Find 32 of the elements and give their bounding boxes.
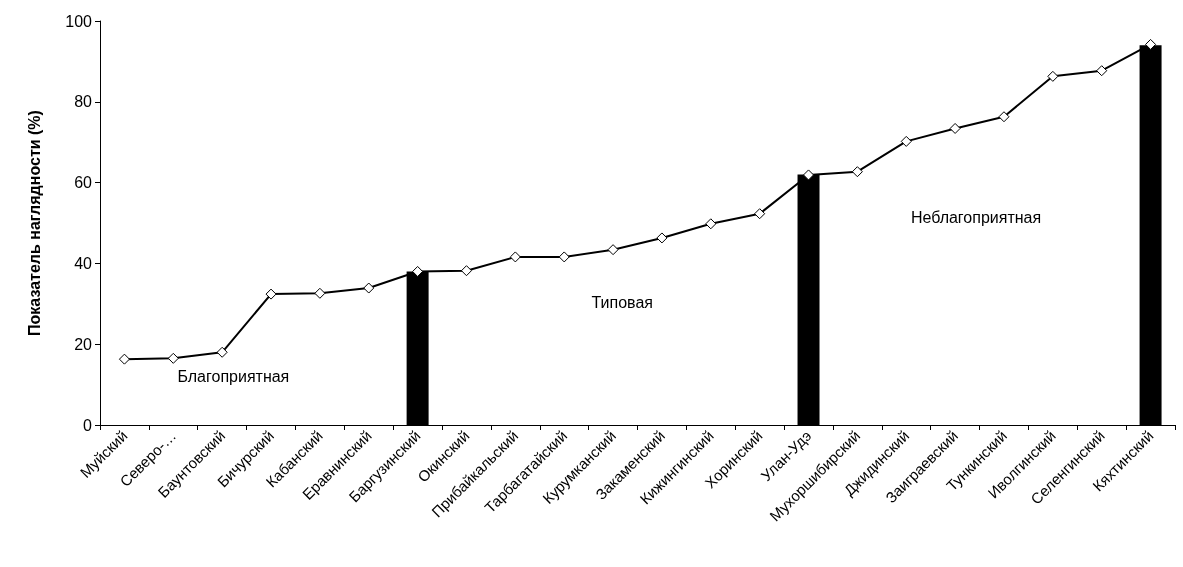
point — [460, 265, 472, 277]
point — [314, 287, 326, 299]
y-tick-label: 0 — [83, 416, 93, 434]
point — [118, 353, 130, 365]
y-axis-title: Показатель наглядности (%) — [25, 110, 43, 336]
point — [656, 232, 668, 244]
point — [803, 169, 815, 181]
point — [1096, 65, 1108, 77]
point — [949, 122, 961, 134]
point — [754, 208, 766, 220]
point — [1047, 70, 1059, 82]
point — [558, 251, 570, 263]
point — [265, 288, 277, 300]
point — [216, 346, 228, 358]
point — [900, 135, 912, 147]
y-tick-label: 20 — [74, 335, 93, 353]
y-tick-label: 40 — [74, 254, 93, 272]
y-tick-label: 60 — [74, 174, 93, 192]
point — [509, 251, 521, 263]
y-tick-label: 100 — [65, 12, 93, 30]
y-tick-label: 80 — [74, 93, 93, 111]
point — [998, 111, 1010, 123]
annotation: Неблагоприятная — [910, 209, 1042, 227]
point — [705, 218, 717, 230]
annotation: Благоприятная — [177, 368, 290, 386]
point — [363, 282, 375, 294]
annotation: Типовая — [591, 294, 653, 312]
point — [167, 352, 179, 364]
point — [1145, 38, 1157, 50]
point — [851, 166, 863, 178]
point — [412, 265, 424, 277]
point — [607, 244, 619, 256]
